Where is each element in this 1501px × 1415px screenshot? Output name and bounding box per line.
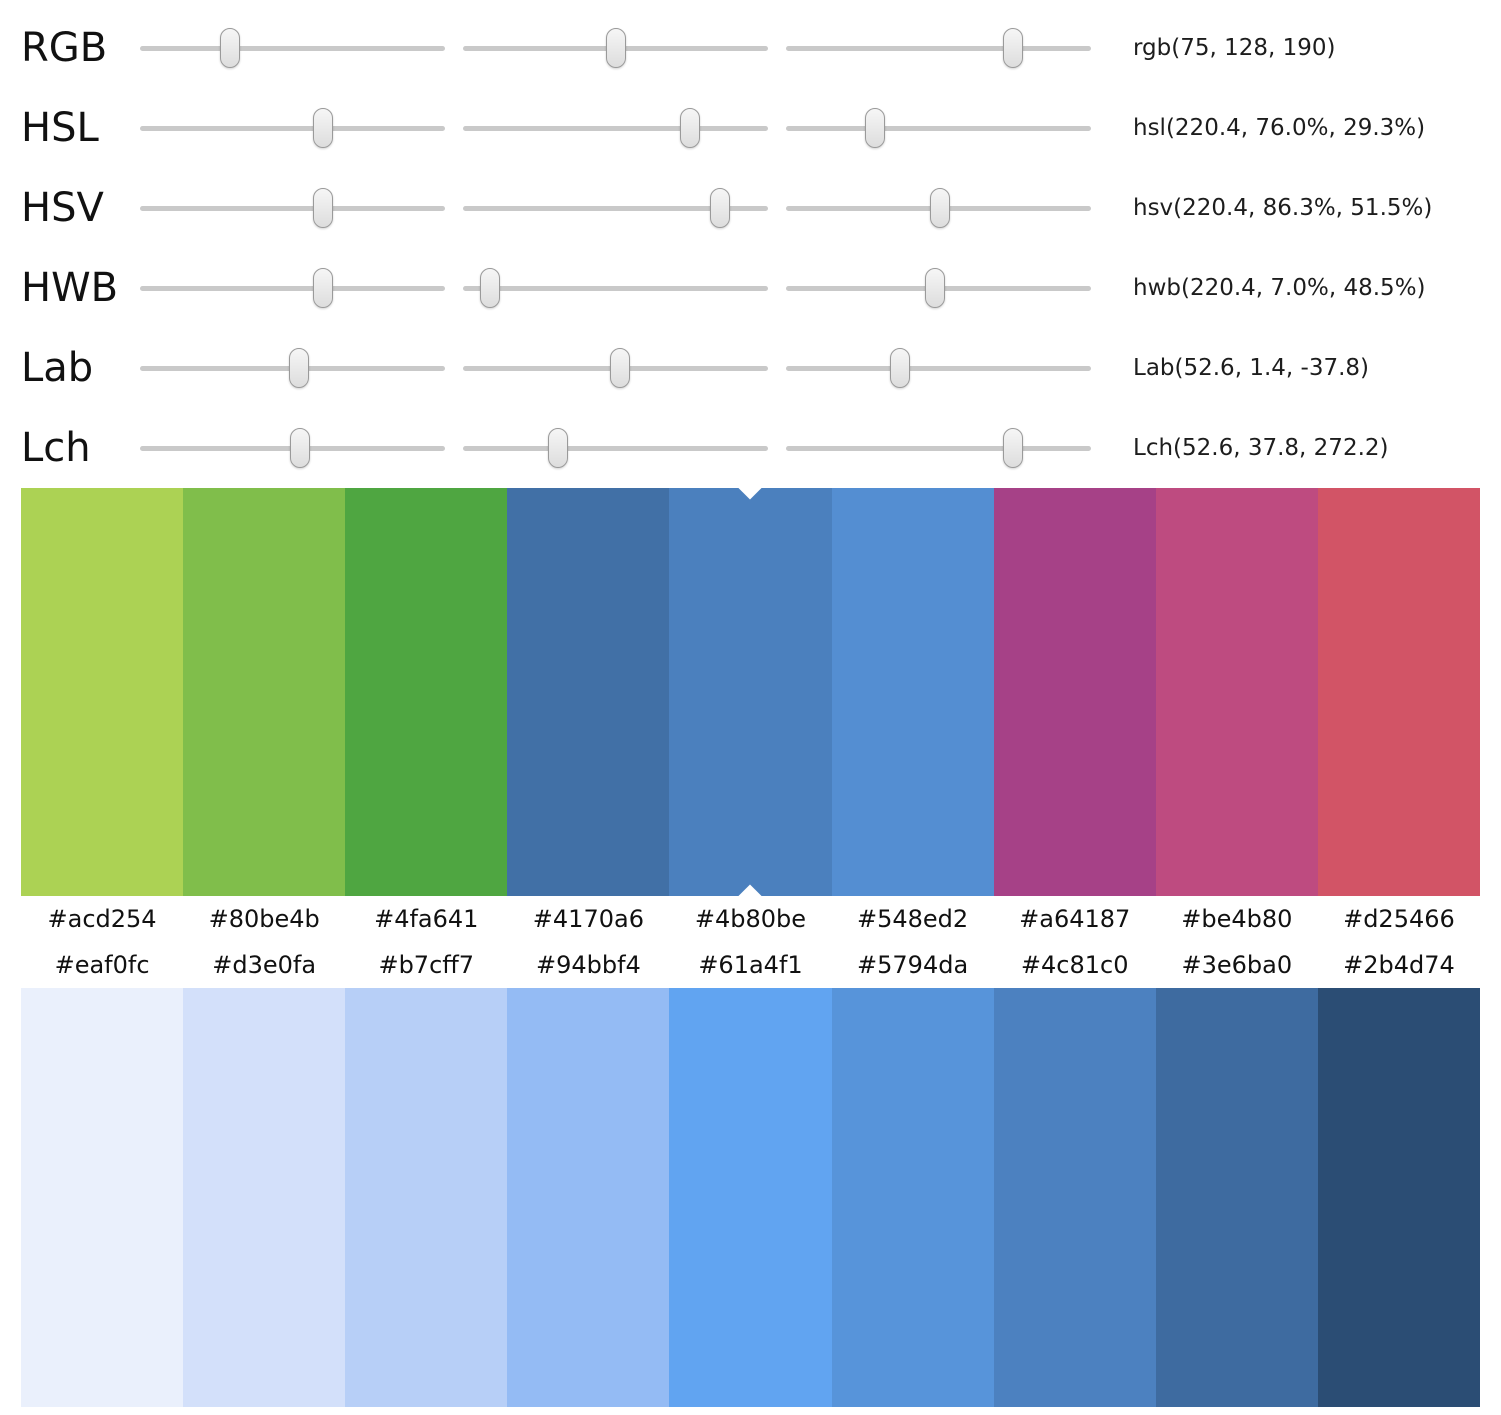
slider-thumb[interactable]	[890, 348, 911, 388]
color-swatch[interactable]	[21, 488, 184, 896]
slider-track[interactable]	[786, 268, 1091, 308]
color-value-text: rgb(75, 128, 190)	[1133, 35, 1336, 61]
slider-track[interactable]	[140, 108, 445, 148]
colorspace-label: Lch	[21, 425, 91, 471]
slider-track[interactable]	[786, 348, 1091, 388]
slider-thumb[interactable]	[606, 28, 627, 68]
color-swatch[interactable]	[1155, 488, 1318, 896]
color-swatch[interactable]	[183, 488, 346, 896]
slider-track[interactable]	[786, 428, 1091, 468]
tint-hex-label-row: #eaf0fc #d3e0fa #b7cff7 #94bbf4 #61a4f1 #5794…	[21, 942, 1480, 988]
swatch-hex-label: #d3e0fa	[212, 951, 317, 979]
color-value-text: Lab(52.6, 1.4, -37.8)	[1133, 355, 1369, 381]
color-swatch[interactable]	[21, 988, 184, 1407]
swatch-hex-label: #b7cff7	[378, 951, 475, 979]
swatch-hex-label: #4c81c0	[1020, 951, 1129, 979]
slider-track[interactable]	[140, 28, 445, 68]
slider-thumb[interactable]	[680, 108, 701, 148]
slider-track[interactable]	[140, 348, 445, 388]
swatch-hex-label: #4b80be	[694, 905, 807, 933]
colorspace-label: HWB	[21, 265, 119, 311]
colorspace-label: HSV	[21, 185, 104, 231]
slider-track[interactable]	[463, 268, 768, 308]
swatch-hex-label: #a64187	[1019, 905, 1131, 933]
slider-thumb[interactable]	[610, 348, 631, 388]
colorspace-label: RGB	[21, 25, 108, 71]
slider-row-lch: Lch Lch(52.6, 37.8, 272.2)	[0, 408, 1501, 488]
slider-thumb[interactable]	[925, 268, 946, 308]
slider-row-hwb: HWB hwb(220.4, 7.0%, 48.5%)	[0, 248, 1501, 328]
swatch-hex-label: #80be4b	[208, 905, 320, 933]
swatch-hex-label: #be4b80	[1181, 905, 1293, 933]
slider-thumb[interactable]	[288, 348, 309, 388]
swatch-hex-label: #acd254	[47, 905, 157, 933]
slider-thumb[interactable]	[710, 188, 731, 228]
slider-track[interactable]	[140, 268, 445, 308]
swatch-hex-label: #4170a6	[532, 905, 644, 933]
tint-swatch-band	[21, 988, 1480, 1407]
hue-swatch-band	[21, 488, 1480, 896]
color-value-text: hsl(220.4, 76.0%, 29.3%)	[1133, 115, 1426, 141]
swatch-hex-label: #d25466	[1343, 905, 1455, 933]
color-swatch[interactable]	[669, 988, 832, 1407]
slider-row-lab: Lab Lab(52.6, 1.4, -37.8)	[0, 328, 1501, 408]
color-swatch[interactable]	[345, 488, 508, 896]
color-swatch[interactable]	[183, 988, 346, 1407]
color-slider-panel: RGB rgb(75, 128, 190) HSL hsl(220.4, 76.0%,…	[0, 0, 1501, 488]
slider-track[interactable]	[786, 28, 1091, 68]
color-value-text: hsv(220.4, 86.3%, 51.5%)	[1133, 195, 1433, 221]
color-value-text: Lch(52.6, 37.8, 272.2)	[1133, 435, 1389, 461]
swatch-hex-label: #3e6ba0	[1181, 951, 1293, 979]
slider-track[interactable]	[463, 188, 768, 228]
slider-thumb[interactable]	[313, 268, 333, 308]
slider-thumb[interactable]	[480, 268, 501, 308]
slider-row-hsl: HSL hsl(220.4, 76.0%, 29.3%)	[0, 88, 1501, 168]
color-swatch[interactable]	[1155, 988, 1318, 1407]
colorspace-label: HSL	[21, 105, 99, 151]
slider-row-rgb: RGB rgb(75, 128, 190)	[0, 8, 1501, 88]
slider-thumb[interactable]	[865, 108, 886, 148]
color-swatch[interactable]	[669, 488, 832, 896]
swatch-hex-label: #5794da	[857, 951, 969, 979]
swatch-hex-label: #94bbf4	[535, 951, 641, 979]
slider-thumb[interactable]	[547, 428, 568, 468]
slider-thumb[interactable]	[313, 108, 333, 148]
slider-track[interactable]	[463, 348, 768, 388]
color-swatch[interactable]	[993, 988, 1156, 1407]
slider-track[interactable]	[786, 108, 1091, 148]
color-swatch[interactable]	[507, 988, 670, 1407]
colorspace-label: Lab	[21, 345, 94, 391]
slider-thumb[interactable]	[1003, 28, 1024, 68]
slider-track[interactable]	[463, 428, 768, 468]
slider-track[interactable]	[463, 108, 768, 148]
color-swatch[interactable]	[345, 988, 508, 1407]
color-swatch[interactable]	[1317, 488, 1480, 896]
swatch-hex-label: #2b4d74	[1343, 951, 1455, 979]
color-swatch[interactable]	[507, 488, 670, 896]
slider-track[interactable]	[786, 188, 1091, 228]
slider-thumb[interactable]	[219, 28, 240, 68]
slider-track[interactable]	[140, 188, 445, 228]
slider-thumb[interactable]	[290, 428, 311, 468]
hue-palette: #acd254 #80be4b #4fa641 #4170a6 #4b80be #548e…	[21, 488, 1480, 942]
slider-track[interactable]	[140, 428, 445, 468]
tint-palette: #eaf0fc #d3e0fa #b7cff7 #94bbf4 #61a4f1 #5794…	[21, 942, 1480, 1407]
color-value-text: hwb(220.4, 7.0%, 48.5%)	[1133, 275, 1426, 301]
hue-hex-label-row: #acd254 #80be4b #4fa641 #4170a6 #4b80be #548e…	[21, 896, 1480, 942]
slider-thumb[interactable]	[1002, 428, 1023, 468]
color-swatch[interactable]	[993, 488, 1156, 896]
slider-thumb[interactable]	[313, 188, 333, 228]
swatch-hex-label: #548ed2	[857, 905, 969, 933]
slider-track[interactable]	[463, 28, 768, 68]
color-swatch[interactable]	[831, 488, 994, 896]
color-swatch[interactable]	[1317, 988, 1480, 1407]
color-swatch[interactable]	[831, 988, 994, 1407]
swatch-hex-label: #4fa641	[374, 905, 479, 933]
swatch-hex-label: #61a4f1	[698, 951, 803, 979]
swatch-hex-label: #eaf0fc	[54, 951, 150, 979]
slider-row-hsv: HSV hsv(220.4, 86.3%, 51.5%)	[0, 168, 1501, 248]
slider-thumb[interactable]	[930, 188, 951, 228]
